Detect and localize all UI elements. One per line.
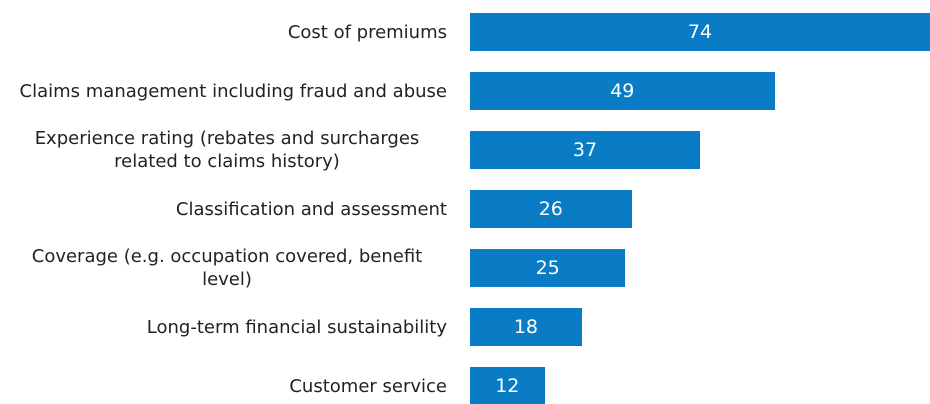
- category-label-box: Experience rating (rebates and surcharge…: [0, 121, 447, 179]
- bar-row: Coverage (e.g. occupation covered, benef…: [0, 239, 930, 297]
- category-label: Experience rating (rebates and surcharge…: [34, 128, 420, 172]
- category-label: Claims management including fraud and ab…: [19, 80, 447, 102]
- value-label: 26: [538, 198, 563, 220]
- value-label: 74: [687, 21, 713, 43]
- category-label-box: Customer service: [0, 357, 447, 404]
- value-label: 12: [495, 375, 520, 397]
- bar-row: Customer service 12: [0, 357, 930, 404]
- bar-row: Claims management including fraud and ab…: [0, 62, 930, 120]
- category-label-box: Cost of premiums: [0, 3, 447, 61]
- value-label: 18: [513, 316, 539, 338]
- category-label-box: Coverage (e.g. occupation covered, benef…: [0, 239, 447, 297]
- category-label: Customer service: [289, 375, 447, 397]
- bar: 49: [470, 72, 775, 110]
- bar-row: Cost of premiums 74: [0, 3, 930, 61]
- bar: 25: [470, 249, 626, 287]
- value-label: 25: [535, 257, 560, 279]
- category-label: Coverage (e.g. occupation covered, benef…: [31, 246, 423, 290]
- category-label: Classification and assessment: [175, 198, 447, 220]
- bar: 18: [470, 308, 582, 346]
- bar: 37: [470, 131, 700, 169]
- category-label-box: Claims management including fraud and ab…: [0, 62, 447, 120]
- bar: 12: [470, 367, 545, 404]
- category-label: Cost of premiums: [287, 21, 447, 43]
- bar-row: Classification and assessment 26: [0, 180, 930, 238]
- value-label: 37: [572, 139, 598, 161]
- category-label: Long-term financial sustainability: [146, 316, 447, 338]
- category-label-box: Long-term financial sustainability: [0, 298, 447, 356]
- category-label-box: Classification and assessment: [0, 180, 447, 238]
- bar-row: Experience rating (rebates and surcharge…: [0, 121, 930, 179]
- value-label: 49: [610, 80, 635, 102]
- bar: 26: [470, 190, 632, 228]
- bar: 74: [470, 13, 930, 51]
- bar-row: Long-term financial sustainability 18: [0, 298, 930, 356]
